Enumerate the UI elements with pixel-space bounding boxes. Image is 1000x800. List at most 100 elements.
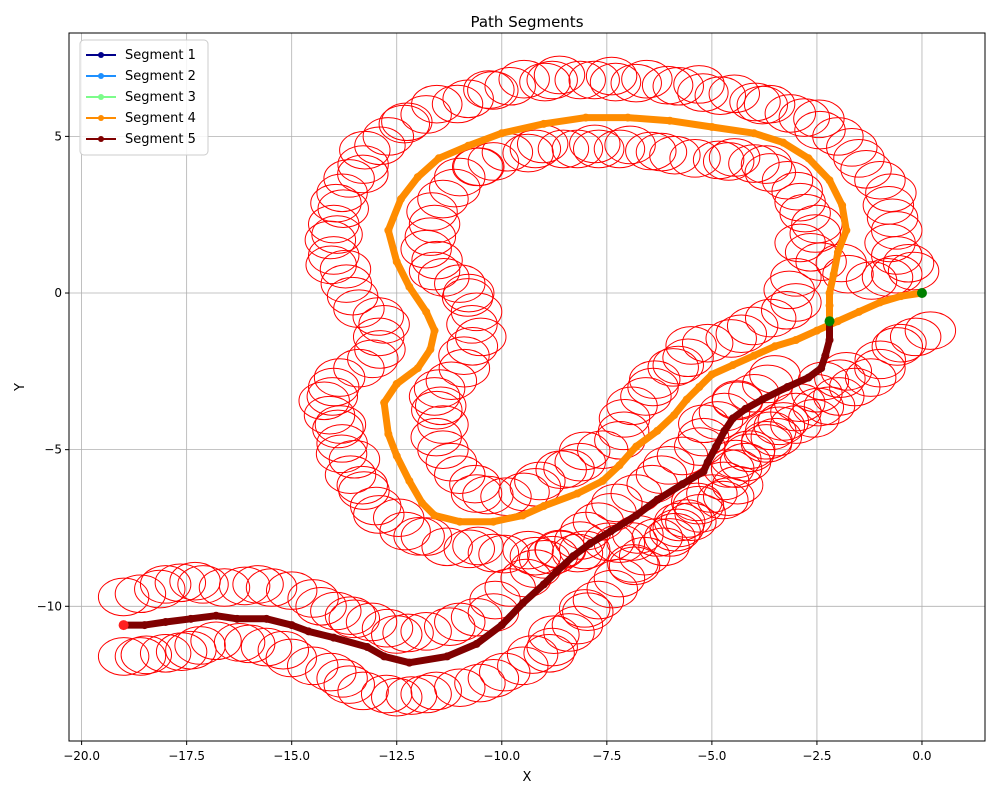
obstacle-circle	[866, 198, 919, 238]
obstacle-circle	[311, 215, 363, 254]
obstacle-circle	[568, 60, 620, 100]
series-point	[758, 395, 767, 404]
series-point	[741, 404, 750, 413]
obstacle-circle	[410, 671, 462, 711]
obstacle-circle	[871, 254, 923, 294]
obstacle-circle	[770, 405, 822, 444]
series-point	[632, 442, 641, 451]
obstacle-circle	[408, 204, 461, 244]
obstacle-circle	[674, 494, 726, 533]
series-point	[140, 621, 149, 630]
series-point	[682, 395, 691, 404]
obstacle-circle	[431, 84, 484, 124]
series-point	[304, 627, 313, 636]
series-point	[728, 414, 737, 423]
obstacle-circle	[697, 480, 749, 520]
x-tick-label: 0.0	[912, 749, 931, 763]
obstacle-circle	[347, 339, 399, 379]
obstacle-circle	[889, 317, 942, 357]
series-point	[384, 429, 393, 438]
y-axis-label: Y	[13, 383, 28, 392]
obstacle-circle	[502, 133, 554, 173]
series-point	[825, 289, 834, 298]
obstacle-circle	[875, 323, 927, 363]
y-tick-label: 0	[54, 286, 62, 300]
obstacle-circle	[854, 340, 906, 380]
legend-box	[79, 39, 209, 156]
obstacle-circle	[400, 674, 452, 714]
obstacle-circle	[295, 586, 347, 626]
obstacle-circle	[793, 99, 845, 139]
obstacle-circle	[450, 292, 503, 332]
obstacle-circle	[635, 132, 688, 172]
obstacle-circle	[708, 74, 761, 114]
obstacle-circle	[316, 659, 368, 698]
x-tick-label: −20.0	[63, 749, 100, 763]
x-tick-label: −10.0	[483, 749, 520, 763]
obstacle-circle	[551, 533, 604, 573]
legend: Segment 1 Segment 2 Segment 3 Segment 4 Segm…	[79, 39, 209, 156]
obstacle-circle	[455, 317, 507, 357]
series-point	[653, 495, 662, 504]
obstacle-circle	[774, 182, 826, 222]
series-point	[699, 467, 708, 476]
series-point	[472, 639, 481, 648]
obstacle-circle	[740, 145, 793, 184]
obstacle-circle	[442, 79, 494, 119]
series-point	[821, 351, 830, 360]
obstacle-circle	[672, 485, 725, 525]
series-point	[405, 282, 414, 291]
obstacle-circle	[328, 439, 381, 479]
obstacle-circle	[154, 563, 207, 603]
obstacle-circle	[840, 149, 892, 189]
obstacle-circle	[812, 117, 864, 156]
obstacle-circle	[887, 251, 940, 291]
obstacle-circle	[757, 402, 810, 441]
obstacle-circle	[362, 117, 415, 156]
obstacle-circle	[528, 615, 580, 654]
x-tick-label: −17.5	[168, 749, 205, 763]
series-point	[833, 317, 842, 326]
series-point	[623, 113, 632, 122]
obstacle-circle	[97, 637, 150, 676]
obstacle-circle	[421, 527, 473, 567]
obstacle-circle	[404, 217, 457, 256]
series-point	[443, 652, 452, 661]
obstacle-circle	[562, 592, 614, 632]
obstacle-circle	[652, 66, 704, 106]
obstacle-circle	[697, 461, 750, 501]
obstacle-circle	[822, 254, 874, 294]
x-tick-label: −15.0	[273, 749, 310, 763]
y-tick-label: −5	[44, 443, 62, 457]
obstacle-circle	[429, 168, 481, 208]
obstacle-circle	[417, 430, 469, 469]
obstacle-circle	[833, 139, 885, 178]
series-point	[186, 614, 195, 623]
obstacle-circle	[770, 258, 822, 297]
obstacle-circle	[554, 521, 606, 560]
series-point	[552, 567, 561, 576]
obstacle-circle	[502, 530, 554, 570]
series-point	[161, 617, 170, 626]
obstacle-circle	[257, 630, 310, 670]
obstacle-circle	[423, 607, 476, 646]
legend-swatch-marker	[98, 94, 104, 100]
obstacle-circle	[232, 565, 284, 604]
obstacle-circle	[417, 179, 469, 219]
series-point	[569, 552, 578, 561]
obstacle-circle	[336, 465, 388, 505]
series-point	[812, 326, 821, 335]
obstacle-circle	[316, 173, 368, 213]
x-tick-label: −7.5	[592, 749, 621, 763]
series-point	[380, 398, 389, 407]
obstacle-circle	[589, 62, 642, 102]
obstacle-circle	[134, 569, 186, 609]
obstacle-circle	[337, 671, 389, 711]
obstacle-circle	[761, 160, 814, 200]
obstacle-circle	[305, 245, 357, 285]
obstacle-circle	[715, 314, 768, 354]
series-point	[539, 502, 548, 511]
obstacle-circle	[198, 568, 251, 607]
obstacle-circle	[323, 159, 375, 198]
obstacle-circle	[641, 65, 694, 105]
